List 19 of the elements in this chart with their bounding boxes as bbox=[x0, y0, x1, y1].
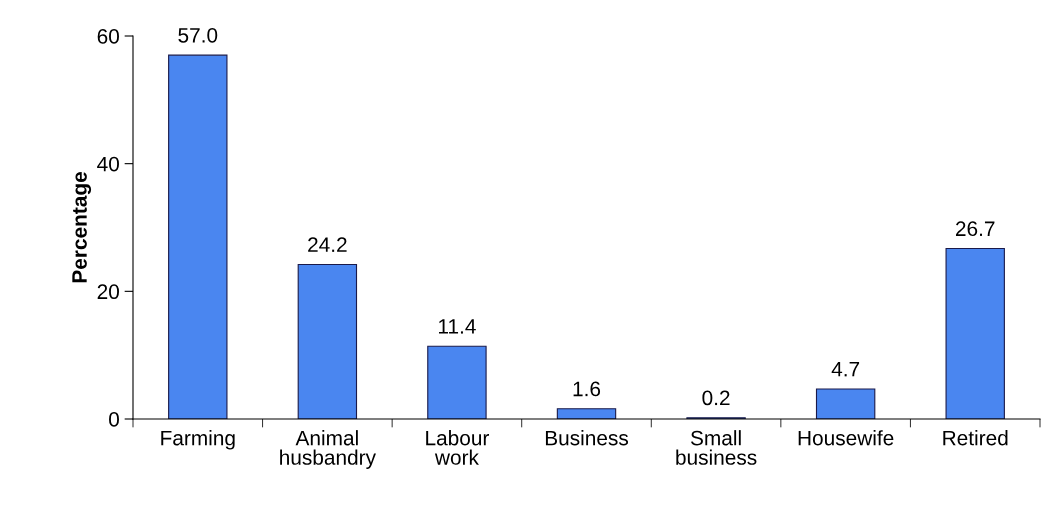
data-label: 11.4 bbox=[439, 319, 476, 334]
data-label: 57.0 bbox=[178, 27, 218, 43]
x-tick-label: Business bbox=[545, 430, 629, 446]
data-label: 1.6 bbox=[573, 381, 601, 397]
y-tick-label: 0 bbox=[109, 412, 119, 427]
y-tick-label: 60 bbox=[97, 29, 119, 44]
y-tick-label: 40 bbox=[97, 156, 119, 172]
data-label: 0.2 bbox=[702, 390, 730, 406]
data-label: 26.7 bbox=[955, 221, 995, 237]
x-tick-label: Labour work bbox=[426, 430, 490, 465]
x-tick-label: Housewife bbox=[798, 430, 894, 446]
x-tick-label: Retired bbox=[943, 430, 1008, 446]
x-tick-label: Animal husbandry bbox=[280, 430, 376, 469]
y-axis-title: Percentage bbox=[72, 172, 92, 283]
x-tick-label: Farming bbox=[161, 430, 235, 450]
y-tick-label: 20 bbox=[97, 284, 119, 300]
data-label: 24.2 bbox=[308, 237, 347, 252]
data-label: 4.7 bbox=[831, 362, 860, 377]
x-tick-label: Small business bbox=[676, 430, 757, 465]
